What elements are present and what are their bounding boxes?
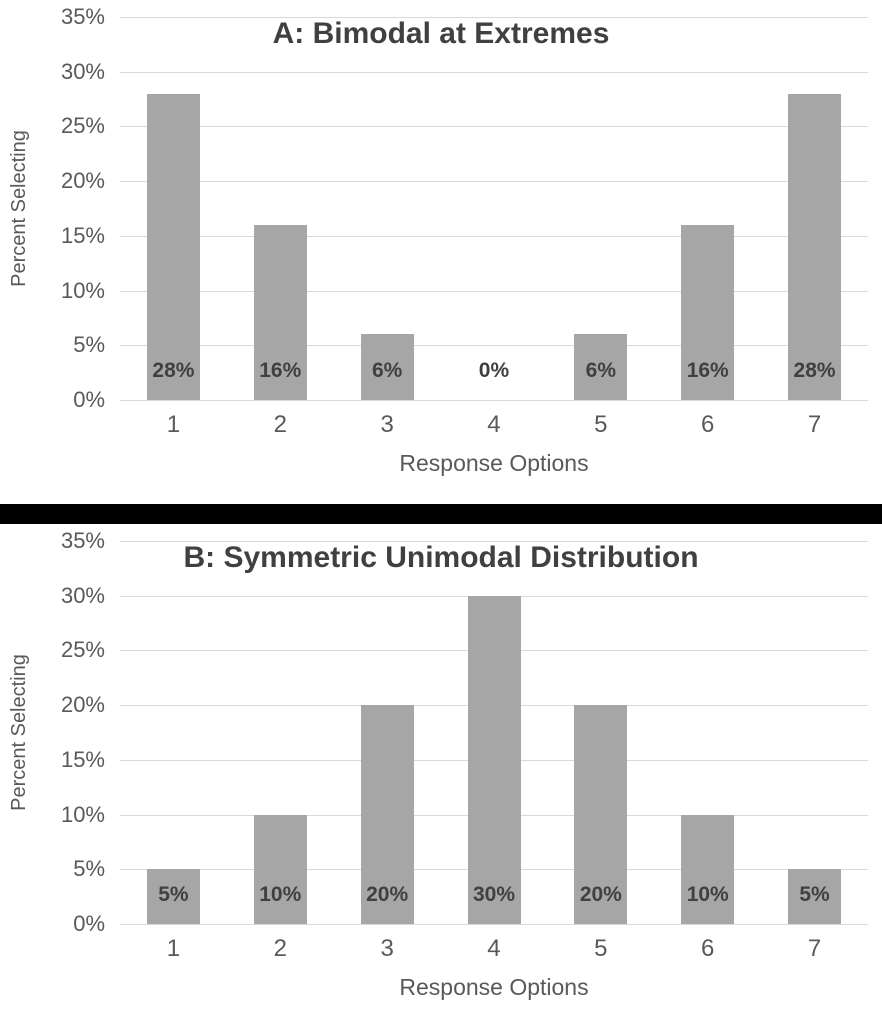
y-tick-label: 20%: [60, 692, 105, 718]
y-tick-label: 30%: [60, 58, 105, 84]
y-tick-label: 0%: [73, 911, 105, 936]
gridline-5%: [120, 345, 868, 347]
data-label-option-7: 28%: [793, 359, 836, 382]
x-tick-label: 1: [166, 411, 181, 438]
chart-panel-b: B: Symmetric Unimodal Distribution Perce…: [0, 524, 882, 1024]
y-tick-label: 15%: [60, 746, 105, 772]
gridline-10%: [120, 290, 868, 292]
x-tick-label: 6: [701, 411, 715, 438]
y-tick-label: 10%: [60, 277, 105, 303]
data-label-option-2: 10%: [259, 883, 302, 906]
y-tick-label: 10%: [60, 801, 105, 827]
gridline-35%: [120, 17, 868, 18]
x-tick-label: 6: [701, 935, 715, 962]
bar-option-7: [788, 869, 842, 924]
y-tick-label: 25%: [60, 113, 105, 139]
y-tick-label: 20%: [60, 168, 105, 194]
divider-bar: [0, 504, 882, 524]
plot-area: 28% 16% 6% 0% 6% 16% 28%: [120, 17, 868, 401]
gridline-15%: [120, 235, 868, 237]
x-tick-label: 1: [166, 935, 181, 962]
data-label-option-5: 20%: [579, 883, 622, 906]
y-axis-title-text: Percent Selecting: [7, 654, 30, 811]
x-tick-label: 5: [594, 935, 608, 962]
bar-option-4: [467, 595, 521, 924]
bar-option-6: [681, 224, 735, 400]
x-tick-label: 3: [380, 411, 394, 438]
bar-option-1: [146, 869, 200, 924]
gridline-20%: [120, 181, 868, 183]
gridline-30%: [120, 71, 868, 73]
data-label-option-1: 28%: [152, 359, 195, 382]
bar-option-7: [788, 93, 842, 400]
bar-option-2: [253, 224, 307, 400]
chart-title-a: A: Bimodal at Extremes: [272, 17, 610, 50]
data-label-option-6: 16%: [686, 359, 729, 382]
gridline-35%: [120, 541, 868, 542]
bar-option-2: [253, 814, 307, 924]
x-axis-title: Response Options: [399, 974, 589, 1000]
data-label-option-4: 30%: [472, 883, 515, 906]
bar-option-1: [146, 93, 200, 400]
bar-option-5: [574, 334, 628, 400]
y-tick-label: 0%: [73, 387, 105, 412]
data-label-option-3: 20%: [366, 883, 409, 906]
y-tick-label: 15%: [60, 222, 105, 248]
chart-title-b: B: Symmetric Unimodal Distribution: [183, 541, 699, 574]
data-label-option-1: 5%: [158, 883, 189, 906]
data-label-option-3: 6%: [371, 359, 403, 382]
gridline-0%: [120, 400, 868, 401]
plot-area: 5% 10% 20% 30% 20% 10% 5%: [120, 541, 868, 925]
data-label-option-5: 6%: [585, 359, 617, 382]
gridline-0%: [120, 924, 868, 925]
bar-option-6: [681, 814, 735, 924]
x-axis-title: Response Options: [399, 450, 589, 476]
x-tick-label: 7: [807, 411, 822, 438]
y-tick-label: 35%: [60, 4, 105, 29]
x-tick-label: 4: [487, 935, 501, 962]
y-axis-title-text: Percent Selecting: [7, 130, 30, 287]
data-label-option-4: 0%: [478, 359, 510, 382]
gridline-25%: [120, 126, 868, 128]
bar-option-5: [574, 705, 628, 924]
y-tick-label: 5%: [73, 332, 105, 358]
bar-option-3: [360, 705, 414, 924]
x-tick-label: 5: [594, 411, 608, 438]
chart-panel-a: A: Bimodal at Extremes Percent Selecting…: [0, 0, 882, 504]
x-tick-label: 2: [273, 411, 287, 438]
x-tick-label: 3: [380, 935, 394, 962]
x-tick-label: 7: [807, 935, 822, 962]
y-tick-label: 5%: [73, 856, 105, 882]
x-tick-label: 4: [487, 411, 501, 438]
data-label-option-7: 5%: [799, 883, 830, 906]
bar-option-3: [360, 334, 414, 400]
y-tick-label: 25%: [60, 637, 105, 663]
y-tick-label: 30%: [60, 582, 105, 608]
data-label-option-2: 16%: [259, 359, 302, 382]
y-tick-label: 35%: [60, 528, 105, 553]
x-tick-label: 2: [273, 935, 287, 962]
data-label-option-6: 10%: [686, 883, 729, 906]
